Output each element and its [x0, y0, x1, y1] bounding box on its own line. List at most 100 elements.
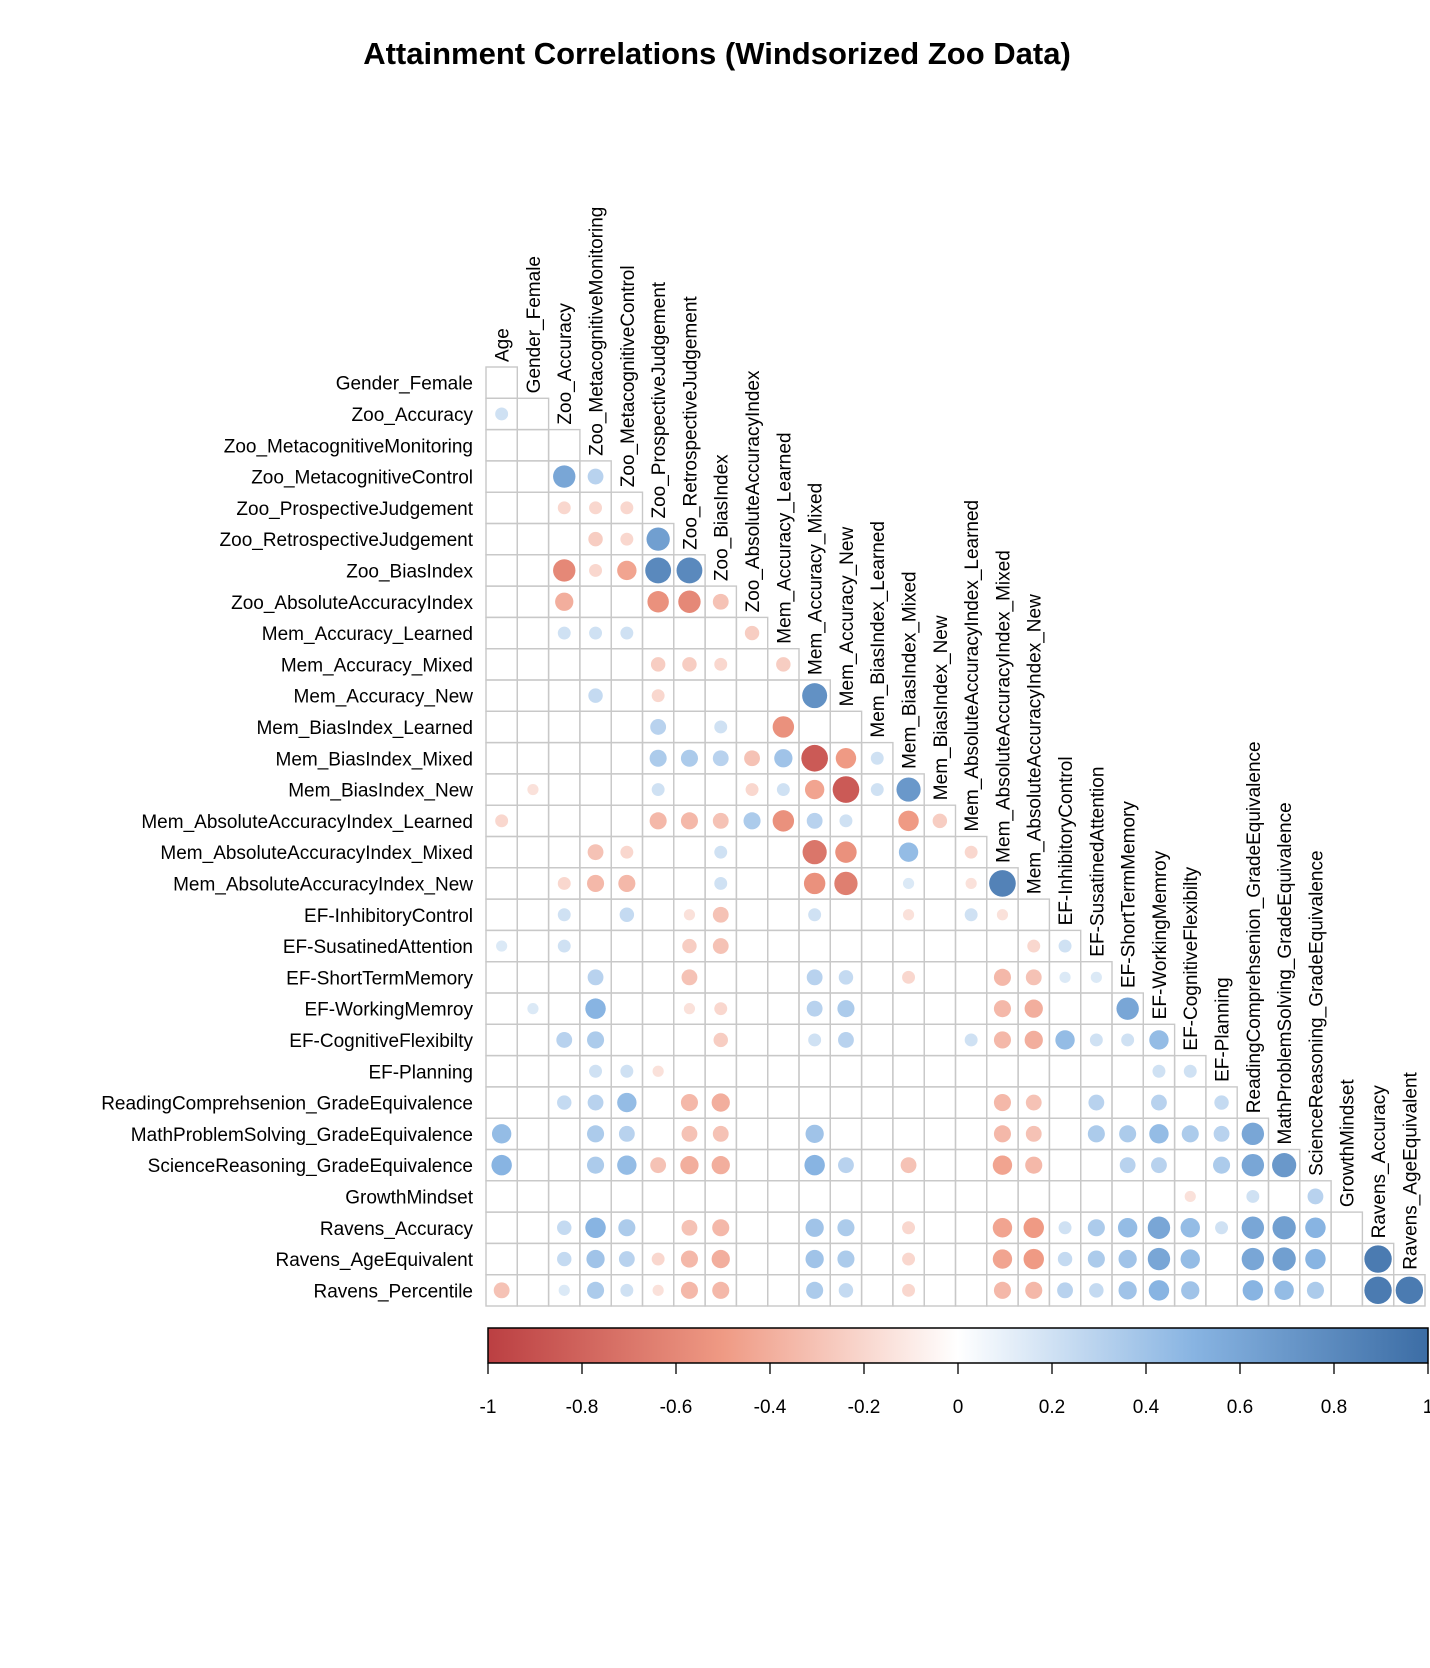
row-label: Zoo_MetacognitiveMonitoring	[224, 436, 473, 457]
column-label: Mem_Accuracy_Mixed	[806, 483, 827, 675]
grid-cell	[485, 773, 518, 806]
correlation-circle	[651, 689, 665, 703]
grid-cell	[954, 961, 988, 994]
correlation-circle	[496, 940, 508, 952]
correlation-circle	[1213, 1156, 1231, 1174]
grid-cell	[767, 1054, 800, 1088]
correlation-circle	[1087, 1125, 1105, 1143]
grid-cell	[516, 929, 550, 963]
correlation-circle	[837, 1250, 855, 1268]
correlation-circle	[993, 1031, 1011, 1049]
correlation-circle	[1274, 1280, 1294, 1301]
correlation-circle	[1118, 1249, 1137, 1269]
grid-cell	[1111, 1180, 1144, 1213]
grid-cell	[485, 648, 518, 681]
grid-cell	[954, 1180, 988, 1213]
grid-cell	[767, 1086, 800, 1119]
colorbar-tick-label: 0.8	[1321, 1397, 1347, 1418]
grid-cell	[860, 1117, 894, 1151]
correlation-circle	[1023, 1217, 1044, 1238]
grid-cell	[1048, 1117, 1082, 1151]
correlation-circle	[712, 1281, 730, 1299]
correlation-circle	[1364, 1276, 1392, 1305]
grid-cell	[579, 773, 612, 806]
correlation-circle	[680, 1250, 698, 1268]
grid-cell	[923, 961, 957, 994]
grid-cell	[704, 679, 738, 712]
grid-cell	[547, 1180, 581, 1213]
correlation-circle	[1181, 1281, 1200, 1300]
correlation-circle	[493, 1282, 510, 1299]
correlation-circle	[1152, 1064, 1166, 1078]
row-label: Zoo_MetacognitiveControl	[251, 468, 473, 489]
correlation-circle	[651, 783, 665, 797]
correlation-circle	[834, 871, 858, 896]
grid-cell	[547, 961, 581, 994]
row-label: Zoo_Accuracy	[352, 405, 474, 426]
correlation-circle	[1149, 1124, 1169, 1144]
grid-cell	[892, 929, 925, 963]
row-label: Zoo_ProspectiveJudgement	[236, 499, 473, 520]
grid-cell	[923, 835, 957, 869]
grid-cell	[485, 867, 518, 900]
grid-cell	[485, 585, 518, 619]
row-label: EF-ShortTermMemory	[286, 968, 473, 989]
grid-cell	[610, 741, 644, 775]
correlation-circle	[744, 625, 760, 641]
correlation-circle	[993, 1094, 1011, 1112]
correlation-circle	[617, 1092, 637, 1113]
row-label: Mem_BiasIndex_Learned	[256, 718, 473, 739]
correlation-circle	[683, 1003, 696, 1015]
grid-cell	[767, 1180, 800, 1213]
correlation-circle	[806, 1281, 824, 1299]
correlation-circle	[1272, 1247, 1296, 1271]
grid-cell	[767, 1242, 800, 1276]
row-label: Mem_AbsoluteAccuracyIndex_Mixed	[160, 843, 473, 864]
correlation-circle	[989, 870, 1016, 897]
correlation-circle	[1025, 1125, 1042, 1142]
correlation-circle	[680, 1281, 698, 1299]
colorbar-tick-label: 0.6	[1227, 1397, 1253, 1418]
grid-cell	[641, 1180, 675, 1213]
row-label: EF-CognitiveFlexibilty	[289, 1031, 473, 1052]
grid-cell	[641, 1211, 675, 1245]
correlation-circle	[588, 531, 603, 547]
correlation-circle	[680, 1094, 698, 1112]
column-label: Gender_Female	[524, 256, 545, 393]
grid-cell	[1173, 1148, 1207, 1182]
column-label: Zoo_Accuracy	[555, 303, 576, 425]
grid-cell	[954, 992, 988, 1025]
grid-cell	[735, 1117, 769, 1151]
correlation-circle	[619, 907, 635, 922]
correlation-circle	[620, 501, 634, 515]
correlation-circle	[1119, 1157, 1136, 1174]
correlation-circle	[802, 840, 827, 865]
column-label: Zoo_RetrospectiveJudgement	[680, 296, 701, 550]
correlation-circle	[835, 748, 857, 769]
grid-cell	[673, 867, 706, 900]
colorbar-tick-label: -0.8	[566, 1397, 599, 1418]
grid-cell	[892, 992, 925, 1025]
grid-cell	[923, 1242, 957, 1276]
column-label: Zoo_AbsoluteAccuracyIndex	[743, 370, 764, 612]
correlation-circle	[1147, 1247, 1171, 1271]
correlation-circle	[587, 969, 604, 986]
correlation-circle	[772, 716, 795, 738]
correlation-circle	[491, 1154, 512, 1176]
column-label: EF-SusatinedAttention	[1087, 767, 1108, 957]
correlation-circle	[1147, 1216, 1171, 1239]
correlation-circle	[589, 626, 603, 640]
correlation-circle	[1117, 1218, 1138, 1238]
grid-cell	[1048, 1054, 1082, 1088]
correlation-circle	[712, 812, 729, 829]
column-label: ScienceReasoning_GradeEquivalence	[1306, 850, 1327, 1175]
grid-cell	[516, 522, 550, 556]
colorbar-legend: -1 -0.8 -0.6 -0.4 -0.2 0 0.2 0.4 0.6 0.8 1	[480, 1327, 1430, 1418]
correlation-circle	[806, 1000, 823, 1017]
correlation-circle	[712, 593, 729, 610]
correlation-circle	[835, 841, 857, 863]
column-label: Zoo_MetacognitiveMonitoring	[587, 207, 608, 456]
correlation-circle	[711, 1249, 730, 1269]
grid-cell	[516, 616, 550, 650]
grid-cell	[860, 992, 894, 1025]
